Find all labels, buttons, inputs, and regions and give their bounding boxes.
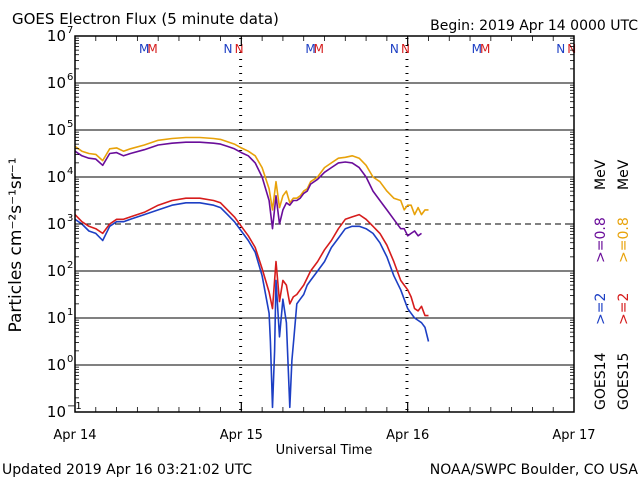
legend-goes15-2mev: >=2 <box>616 293 632 325</box>
y-tick-label: 10 <box>47 403 66 421</box>
y-tick-label: 10 <box>47 356 66 374</box>
series-goes15-0-8-mev <box>74 136 429 216</box>
event-marker-M: M <box>472 42 482 56</box>
y-tick-label: 10 <box>47 262 66 280</box>
y-tick-label: 10 <box>47 74 66 92</box>
x-axis-title: Universal Time <box>276 443 373 458</box>
y-tick-label: 10 <box>47 309 66 327</box>
series-goes14-0-8-mev <box>74 141 422 237</box>
series-goes14-2-mev <box>74 202 430 409</box>
event-marker-N: N <box>390 42 399 56</box>
legend-goes14-label: GOES14 <box>593 352 609 410</box>
y-tick-exponent: 1 <box>67 307 73 318</box>
y-tick-exponent: 0 <box>67 354 73 365</box>
event-marker-M: M <box>139 42 149 56</box>
x-tick-label: Apr 15 <box>220 428 263 443</box>
y-tick-exponent: 2 <box>67 260 73 271</box>
event-marker-N: N <box>235 42 244 56</box>
y-tick-label: 10 <box>47 168 66 186</box>
grid <box>75 82 574 366</box>
y-tick-label: 10 <box>47 121 66 139</box>
x-tick-label: Apr 17 <box>552 428 595 443</box>
event-marker-N: N <box>224 42 233 56</box>
event-marker-N: N <box>401 42 410 56</box>
x-axis: Apr 14 Apr 15 Apr 16 Apr 17 <box>53 36 596 443</box>
y-axis-title: Particles cm⁻²s⁻¹sr⁻¹ <box>6 157 26 332</box>
legend-mev-unit-15: MeV <box>616 159 632 190</box>
x-tick-label: Apr 16 <box>386 428 429 443</box>
x-tick-label: Apr 14 <box>53 428 96 443</box>
begin-time: Begin: 2019 Apr 14 0000 UTC <box>430 18 638 34</box>
credit-text: NOAA/SWPC Boulder, CO USA <box>430 462 639 478</box>
legend-goes15-08mev: >=0.8 <box>616 217 632 263</box>
updated-timestamp: Updated 2019 Apr 16 03:21:02 UTC <box>2 462 252 478</box>
legend-goes14-08mev: >=0.8 <box>593 217 609 263</box>
y-tick-exponent: 3 <box>67 213 73 224</box>
event-marker-N: N <box>556 42 565 56</box>
event-marker-M: M <box>314 42 324 56</box>
y-tick-exponent: −1 <box>67 401 82 412</box>
data-series <box>74 136 430 409</box>
y-tick-exponent: 5 <box>67 119 73 130</box>
y-tick-exponent: 6 <box>67 72 73 83</box>
chart-title: GOES Electron Flux (5 minute data) <box>12 10 279 28</box>
series-goes15-2-mev <box>74 197 429 317</box>
y-tick-label: 10 <box>47 215 66 233</box>
event-markers: MM N N MM N N MM N N <box>139 38 576 410</box>
legend-goes15-label: GOES15 <box>616 353 632 410</box>
legend-goes14-2mev: >=2 <box>593 293 609 325</box>
y-tick-exponent: 7 <box>67 25 73 36</box>
y-tick-exponent: 4 <box>67 166 73 177</box>
legend-mev-unit-14: MeV <box>593 159 609 190</box>
legend: GOES14 >=2 GOES15 >=2 >=0.8 >=0.8 MeV Me… <box>593 159 632 410</box>
event-marker-N: N <box>567 42 576 56</box>
y-tick-label: 10 <box>47 27 66 45</box>
event-marker-M: M <box>305 42 315 56</box>
event-marker-M: M <box>147 42 157 56</box>
event-marker-M: M <box>480 42 490 56</box>
